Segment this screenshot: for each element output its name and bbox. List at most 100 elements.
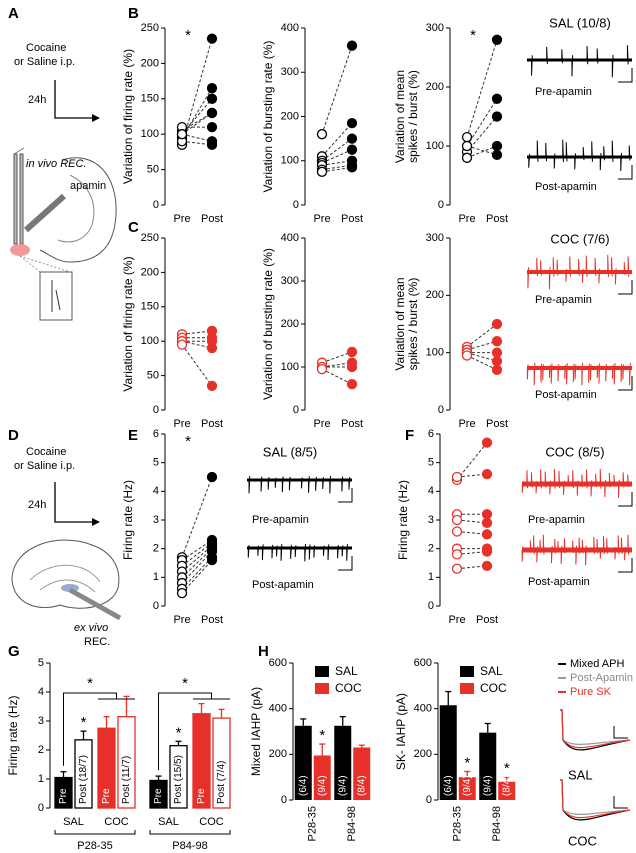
bar: [479, 732, 497, 800]
x-tick-label: Pre: [173, 418, 190, 430]
x-tick-label: Pre: [313, 418, 330, 430]
y-tick-label: 0: [153, 199, 159, 211]
data-point: [206, 380, 218, 392]
data-point: [451, 526, 463, 537]
trace-label: Post-apamin: [252, 579, 314, 591]
y-tick-label: 600: [269, 657, 287, 669]
y-tick-label: 6: [428, 428, 434, 440]
scale-bar: [618, 492, 633, 507]
n-label: (9/4): [337, 775, 348, 796]
y-axis-label: Variation of bursting rate (%): [261, 41, 275, 193]
pair-connector: [466, 352, 498, 362]
data-point: [176, 129, 188, 140]
y-tick-label: 0: [153, 600, 159, 612]
pair-connector: [321, 351, 353, 364]
legend-label: SAL: [480, 664, 503, 678]
pair-connector: [466, 355, 498, 371]
y-tick-label: 100: [426, 347, 444, 359]
data-point: [491, 347, 503, 358]
data-point: [316, 129, 328, 140]
scale-bar: [618, 68, 633, 83]
y-tick-label: 1: [153, 571, 159, 583]
y-tick-label: 100: [141, 335, 159, 347]
legend-label: Pure SK: [570, 686, 612, 698]
data-point: [481, 468, 493, 480]
y-tick-label: 2: [38, 744, 44, 756]
trace: [526, 362, 631, 386]
x-tick-label: Post: [201, 213, 223, 225]
trace: [528, 139, 631, 171]
scale-bar: [338, 556, 353, 571]
y-tick-label: 5: [428, 457, 434, 469]
interval-text: 24h: [28, 499, 46, 511]
y-axis-label: Variation of firing rate (%): [121, 256, 135, 391]
y-tick-label: 100: [281, 155, 299, 167]
y-axis-label: Firing rate (Hz): [396, 480, 410, 560]
pipette: [23, 193, 67, 233]
y-tick-label: 400: [269, 703, 287, 715]
brain-outline: [39, 157, 117, 263]
pair-connector: [181, 545, 213, 572]
scale-bar: [613, 726, 628, 739]
group-label: SAL: [63, 816, 84, 828]
bar: [294, 725, 312, 800]
legend-label: SAL: [335, 664, 358, 678]
y-tick-label: 200: [426, 81, 444, 93]
trace-label: Pre-apamin: [535, 294, 592, 306]
data-point: [346, 346, 358, 358]
bar-label: Post (7/4): [216, 761, 227, 804]
y-tick-label: 300: [426, 232, 444, 244]
data-point: [481, 517, 493, 529]
scale-bar: [618, 376, 633, 391]
data-point: [481, 546, 493, 557]
treatment-text: or Saline i.p.: [14, 460, 75, 472]
timeline-arrow: [54, 482, 92, 523]
bar: [334, 725, 352, 800]
x-tick-label: P28-35: [307, 806, 319, 841]
y-tick-label: 200: [141, 266, 159, 278]
trace: [521, 468, 629, 498]
data-point: [491, 318, 503, 330]
n-label: (9/4): [317, 775, 328, 796]
arrow-head: [92, 114, 100, 122]
x-tick-label: Post: [201, 418, 223, 430]
electrode: [13, 153, 18, 245]
sig-bracket: [158, 692, 230, 771]
scale-bar: [618, 558, 633, 573]
data-point: [461, 152, 473, 163]
data-point: [346, 117, 358, 129]
scale-bar: [338, 488, 353, 503]
n-label: (8/4): [356, 775, 367, 796]
significance: *: [182, 675, 188, 692]
y-tick-label: 0: [38, 802, 44, 814]
data-point: [316, 363, 328, 375]
y-tick-label: 6: [153, 428, 159, 440]
x-tick-label: Post: [486, 418, 508, 430]
y-tick-label: 100: [281, 361, 299, 373]
data-point: [176, 339, 188, 350]
legend-label: COC: [335, 681, 362, 695]
recording-text: in vivo REC.: [26, 158, 87, 170]
treatment-text: or Saline i.p.: [14, 56, 75, 68]
panel-label: E: [128, 427, 138, 444]
pair-connector: [181, 38, 213, 145]
legend-swatch: [315, 683, 329, 694]
bar: [353, 747, 371, 800]
y-tick-label: 400: [414, 703, 432, 715]
bar-label: Pre: [58, 788, 69, 804]
group-bracket: [54, 830, 136, 835]
y-tick-label: 400: [281, 232, 299, 244]
y-tick-label: 50: [147, 370, 159, 382]
data-point: [346, 133, 358, 144]
pipette: [68, 587, 122, 621]
panel-label: B: [128, 5, 139, 22]
y-tick-label: 50: [147, 164, 159, 176]
panel-label: D: [8, 427, 19, 444]
y-tick-label: 5: [38, 657, 44, 669]
ahp-trace: [560, 779, 631, 819]
y-tick-label: 4: [153, 485, 159, 497]
x-tick-label: Pre: [173, 213, 190, 225]
y-tick-label: 0: [428, 600, 434, 612]
scale-bar: [618, 280, 633, 295]
data-point: [206, 342, 218, 354]
